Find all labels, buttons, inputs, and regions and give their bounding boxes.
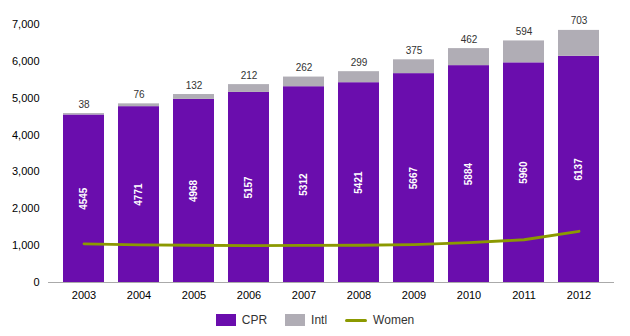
svg-text:2011: 2011	[512, 289, 536, 301]
svg-text:2006: 2006	[237, 289, 261, 301]
svg-text:462: 462	[461, 34, 478, 45]
svg-text:132: 132	[186, 80, 203, 91]
svg-text:2012: 2012	[567, 289, 591, 301]
svg-text:7,000: 7,000	[12, 18, 40, 30]
svg-text:594: 594	[516, 26, 533, 37]
svg-text:212: 212	[241, 70, 258, 81]
svg-text:2010: 2010	[457, 289, 481, 301]
html-text:CPR: CPR	[241, 313, 268, 327]
svg-text:2007: 2007	[292, 289, 316, 301]
svg-text:3,000: 3,000	[12, 165, 40, 177]
svg-text:2004: 2004	[127, 289, 151, 301]
svg-text:5157: 5157	[243, 176, 254, 199]
svg-text:4,000: 4,000	[12, 129, 40, 141]
svg-text:2003: 2003	[72, 289, 96, 301]
svg-text:2005: 2005	[182, 289, 206, 301]
svg-text:5,000: 5,000	[12, 92, 40, 104]
svg-text:5960: 5960	[518, 161, 529, 184]
svg-text:5667: 5667	[408, 167, 419, 190]
svg-text:38: 38	[78, 99, 90, 110]
svg-text:5884: 5884	[463, 163, 474, 186]
svg-text:2008: 2008	[347, 289, 371, 301]
svg-text:4968: 4968	[188, 179, 199, 202]
svg-text:375: 375	[406, 45, 423, 56]
svg-text:6137: 6137	[573, 158, 584, 181]
svg-text:5421: 5421	[353, 171, 364, 194]
svg-text:0: 0	[33, 276, 39, 288]
html-text:Women: Women	[373, 313, 415, 327]
svg-text:5312: 5312	[298, 173, 309, 196]
svg-text:703: 703	[571, 15, 588, 26]
html-text:Intl: Intl	[311, 313, 328, 327]
svg-text:262: 262	[296, 62, 313, 73]
svg-text:6,000: 6,000	[12, 55, 40, 67]
svg-text:4771: 4771	[133, 183, 144, 206]
svg-text:76: 76	[133, 89, 145, 100]
svg-text:299: 299	[351, 57, 368, 68]
svg-text:2009: 2009	[402, 289, 426, 301]
svg-text:2,000: 2,000	[12, 202, 40, 214]
svg-text:4545: 4545	[78, 187, 89, 210]
svg-text:1,000: 1,000	[12, 239, 40, 251]
